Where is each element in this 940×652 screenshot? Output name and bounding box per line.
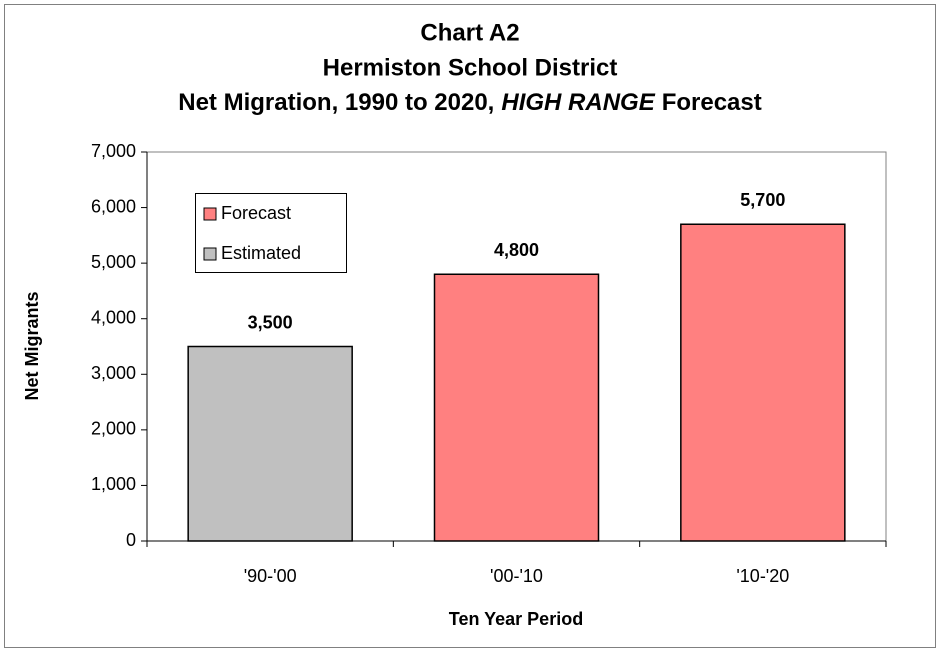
data-label: 4,800 xyxy=(494,240,539,260)
y-tick-label: 2,000 xyxy=(91,419,136,439)
y-tick-label: 4,000 xyxy=(91,307,136,327)
y-axis-label: Net Migrants xyxy=(22,291,42,400)
data-label: 5,700 xyxy=(740,190,785,210)
legend-box xyxy=(195,193,347,273)
legend-swatch xyxy=(203,207,217,221)
x-tick-label: '10-'20 xyxy=(736,566,789,586)
title-part: HIGH RANGE xyxy=(501,89,655,116)
legend-label: Estimated xyxy=(221,243,301,263)
x-tick-label: '00-'10 xyxy=(490,566,543,586)
y-tick-label: 7,000 xyxy=(91,141,136,161)
chart-title: Chart A2 xyxy=(420,19,519,46)
y-tick-label: 6,000 xyxy=(91,196,136,216)
x-tick-label: '90-'00 xyxy=(244,566,297,586)
bar xyxy=(433,273,600,542)
y-tick-label: 5,000 xyxy=(91,252,136,272)
y-tick-label: 3,000 xyxy=(91,363,136,383)
title-part: Forecast xyxy=(662,89,762,116)
bar xyxy=(187,345,353,542)
y-tick-label: 0 xyxy=(126,530,136,550)
data-label: 3,500 xyxy=(248,312,293,332)
x-axis-label: Ten Year Period xyxy=(449,609,583,629)
legend: Forecast Estimated xyxy=(195,193,347,273)
legend-swatch xyxy=(203,247,217,261)
bar xyxy=(680,223,846,542)
chart-title: Hermiston School District xyxy=(323,54,618,81)
legend-label: Forecast xyxy=(221,203,291,223)
chart-title: Net Migration, 1990 to 2020, HIGH RANGE Fo… xyxy=(178,89,762,116)
y-tick-label: 1,000 xyxy=(91,474,136,494)
title-part: Net Migration, 1990 to 2020, xyxy=(178,89,494,116)
